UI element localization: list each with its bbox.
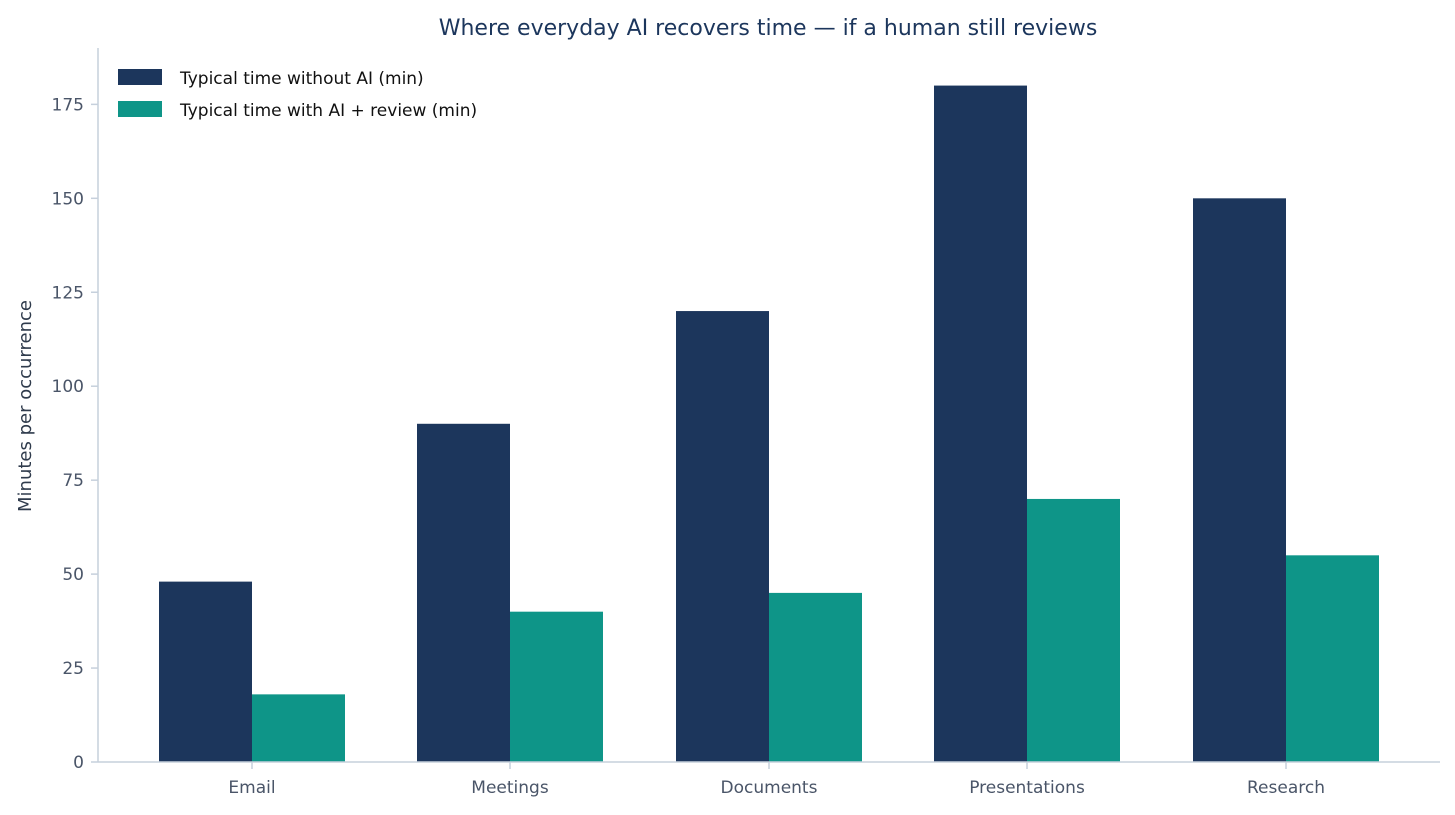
x-axis-ticks: Email Meetings Documents Presentations Resea… — [228, 762, 1325, 798]
y-tick-label: 125 — [52, 283, 84, 303]
x-tick-label: Presentations — [969, 778, 1085, 798]
y-axis-ticks: 0 25 50 75 100 125 150 175 — [52, 95, 98, 773]
y-tick-label: 175 — [52, 95, 84, 115]
bar-without-ai-documents — [676, 311, 769, 762]
legend-swatch-with-ai — [118, 101, 162, 117]
bar-without-ai-meetings — [417, 423, 510, 762]
bar-with-ai-presentations — [1027, 498, 1120, 762]
bar-with-ai-documents — [769, 592, 862, 762]
y-tick-label: 0 — [73, 753, 84, 773]
x-tick-label: Documents — [721, 778, 818, 798]
bar-with-ai-research — [1286, 555, 1379, 762]
y-tick-label: 25 — [62, 659, 84, 679]
y-tick-label: 150 — [52, 189, 84, 209]
chart-title: Where everyday AI recovers time — if a h… — [439, 16, 1098, 41]
bar-without-ai-presentations — [934, 85, 1027, 762]
x-tick-label: Meetings — [471, 778, 549, 798]
legend-label-with-ai: Typical time with AI + review (min) — [179, 101, 477, 121]
legend-swatch-without-ai — [118, 69, 162, 85]
bar-without-ai-email — [159, 581, 252, 762]
y-tick-label: 75 — [62, 471, 84, 491]
y-axis-label: Minutes per occurrence — [15, 300, 36, 512]
y-tick-label: 50 — [62, 565, 84, 585]
y-tick-label: 100 — [52, 377, 84, 397]
x-tick-label: Research — [1247, 778, 1325, 798]
bar-without-ai-research — [1193, 198, 1286, 762]
bar-with-ai-meetings — [510, 611, 603, 762]
legend: Typical time without AI (min) Typical ti… — [118, 69, 477, 121]
bar-with-ai-email — [252, 694, 345, 762]
legend-label-without-ai: Typical time without AI (min) — [179, 69, 424, 89]
bars-group — [159, 85, 1379, 762]
x-tick-label: Email — [228, 778, 275, 798]
